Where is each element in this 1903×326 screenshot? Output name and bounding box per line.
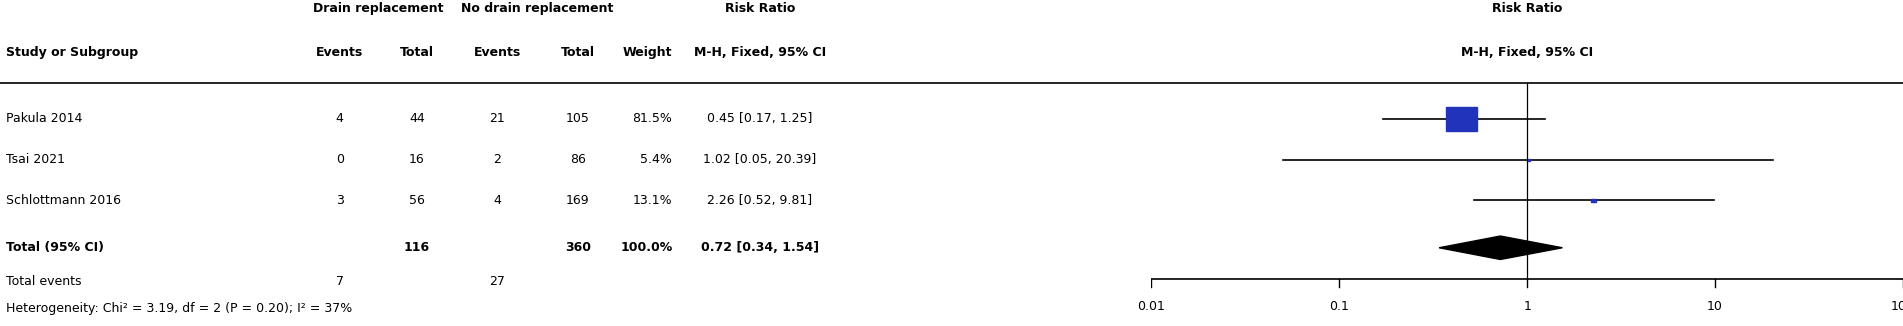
- Text: Total: Total: [400, 46, 434, 59]
- Text: Risk Ratio: Risk Ratio: [725, 2, 795, 15]
- Text: M-H, Fixed, 95% CI: M-H, Fixed, 95% CI: [1462, 46, 1593, 59]
- Text: Events: Events: [474, 46, 521, 59]
- Bar: [1528, 159, 1530, 160]
- Text: 27: 27: [489, 275, 506, 289]
- Text: 100: 100: [1892, 300, 1903, 313]
- Text: Total (95% CI): Total (95% CI): [6, 241, 105, 254]
- Text: 116: 116: [403, 241, 430, 254]
- Polygon shape: [1439, 236, 1562, 259]
- Text: 105: 105: [565, 112, 590, 126]
- Text: 10: 10: [1707, 300, 1722, 313]
- Text: 2: 2: [493, 153, 500, 166]
- Text: Heterogeneity: Chi² = 3.19, df = 2 (P = 0.20); I² = 37%: Heterogeneity: Chi² = 3.19, df = 2 (P = …: [6, 302, 352, 315]
- Text: 169: 169: [567, 194, 590, 207]
- Text: Study or Subgroup: Study or Subgroup: [6, 46, 137, 59]
- Text: 4: 4: [335, 112, 344, 126]
- Text: 0.1: 0.1: [1330, 300, 1349, 313]
- Text: No drain replacement: No drain replacement: [461, 2, 615, 15]
- Text: 86: 86: [571, 153, 586, 166]
- Text: 13.1%: 13.1%: [632, 194, 672, 207]
- Text: Total: Total: [561, 46, 596, 59]
- Text: Total events: Total events: [6, 275, 82, 289]
- Bar: [1446, 107, 1477, 131]
- Text: 0: 0: [335, 153, 344, 166]
- Text: Drain replacement: Drain replacement: [312, 2, 443, 15]
- Text: 360: 360: [565, 241, 592, 254]
- Text: 21: 21: [489, 112, 504, 126]
- Text: Weight: Weight: [622, 46, 672, 59]
- Text: 0.01: 0.01: [1138, 300, 1165, 313]
- Text: 4: 4: [493, 194, 500, 207]
- Bar: [1591, 199, 1597, 202]
- Text: 5.4%: 5.4%: [641, 153, 672, 166]
- Text: 3: 3: [335, 194, 344, 207]
- Text: Schlottmann 2016: Schlottmann 2016: [6, 194, 120, 207]
- Text: 81.5%: 81.5%: [632, 112, 672, 126]
- Text: 1.02 [0.05, 20.39]: 1.02 [0.05, 20.39]: [704, 153, 816, 166]
- Text: M-H, Fixed, 95% CI: M-H, Fixed, 95% CI: [695, 46, 826, 59]
- Text: 2.26 [0.52, 9.81]: 2.26 [0.52, 9.81]: [708, 194, 813, 207]
- Text: 44: 44: [409, 112, 424, 126]
- Text: Pakula 2014: Pakula 2014: [6, 112, 82, 126]
- Text: Risk Ratio: Risk Ratio: [1492, 2, 1562, 15]
- Text: 7: 7: [335, 275, 344, 289]
- Text: 16: 16: [409, 153, 424, 166]
- Text: Events: Events: [316, 46, 363, 59]
- Text: 0.45 [0.17, 1.25]: 0.45 [0.17, 1.25]: [708, 112, 813, 126]
- Text: Tsai 2021: Tsai 2021: [6, 153, 65, 166]
- Text: 56: 56: [409, 194, 424, 207]
- Text: 1: 1: [1522, 300, 1532, 313]
- Text: 100.0%: 100.0%: [620, 241, 672, 254]
- Text: 0.72 [0.34, 1.54]: 0.72 [0.34, 1.54]: [700, 241, 818, 254]
